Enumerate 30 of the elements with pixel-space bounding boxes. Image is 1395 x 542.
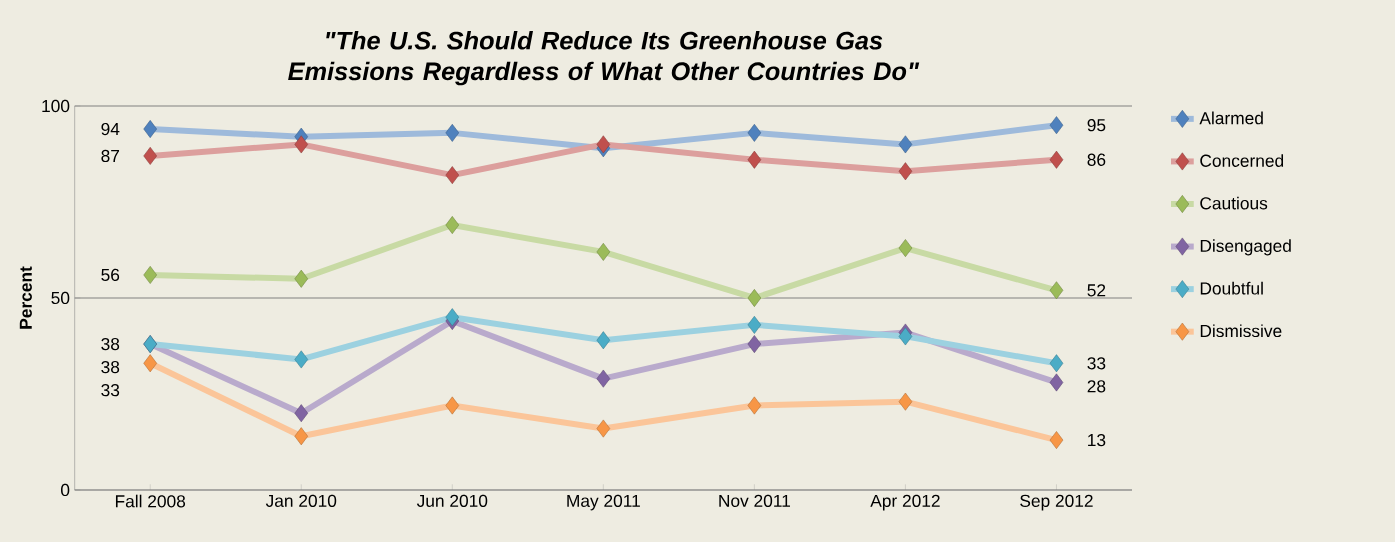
legend-label: Alarmed bbox=[1199, 111, 1263, 125]
y-axis-title: Percent bbox=[19, 266, 32, 329]
x-tick-label: Jun 2010 bbox=[416, 494, 488, 507]
data-label: 87 bbox=[101, 149, 120, 163]
data-label: 86 bbox=[1087, 153, 1106, 166]
legend-label: Doubtful bbox=[1200, 281, 1263, 295]
chart-title: "The U.S. Should Reduce Its Greenhouse Gas Emissions Regardless of What Other Countries Do" bbox=[288, 31, 920, 86]
legend-label: Cautious bbox=[1200, 196, 1268, 210]
data-label: 56 bbox=[101, 268, 120, 282]
x-tick-label: Fall 2008 bbox=[115, 494, 186, 508]
data-label: 94 bbox=[101, 122, 120, 136]
legend-label: Disengaged bbox=[1200, 239, 1291, 256]
y-tick-label: 50 bbox=[51, 291, 70, 305]
legend-label: Concerned bbox=[1200, 154, 1284, 167]
y-tick-label: 0 bbox=[61, 483, 70, 497]
x-tick-label: May 2011 bbox=[567, 494, 640, 511]
data-label: 38 bbox=[101, 337, 120, 351]
x-tick-label: Sep 2012 bbox=[1020, 494, 1093, 511]
legend-label: Dismissive bbox=[1200, 324, 1282, 338]
x-tick-label: Jan 2010 bbox=[265, 494, 337, 507]
data-label: 33 bbox=[1087, 357, 1106, 370]
data-label: 13 bbox=[1088, 433, 1106, 447]
data-label: 38 bbox=[101, 360, 120, 374]
data-label: 52 bbox=[1087, 284, 1106, 297]
x-tick-label: Nov 2011 bbox=[719, 494, 790, 507]
data-label: 33 bbox=[101, 384, 120, 397]
x-tick-label: Apr 2012 bbox=[870, 494, 940, 511]
y-tick-label: 100 bbox=[42, 99, 70, 113]
data-label: 95 bbox=[1087, 119, 1106, 132]
data-label: 28 bbox=[1087, 380, 1106, 393]
